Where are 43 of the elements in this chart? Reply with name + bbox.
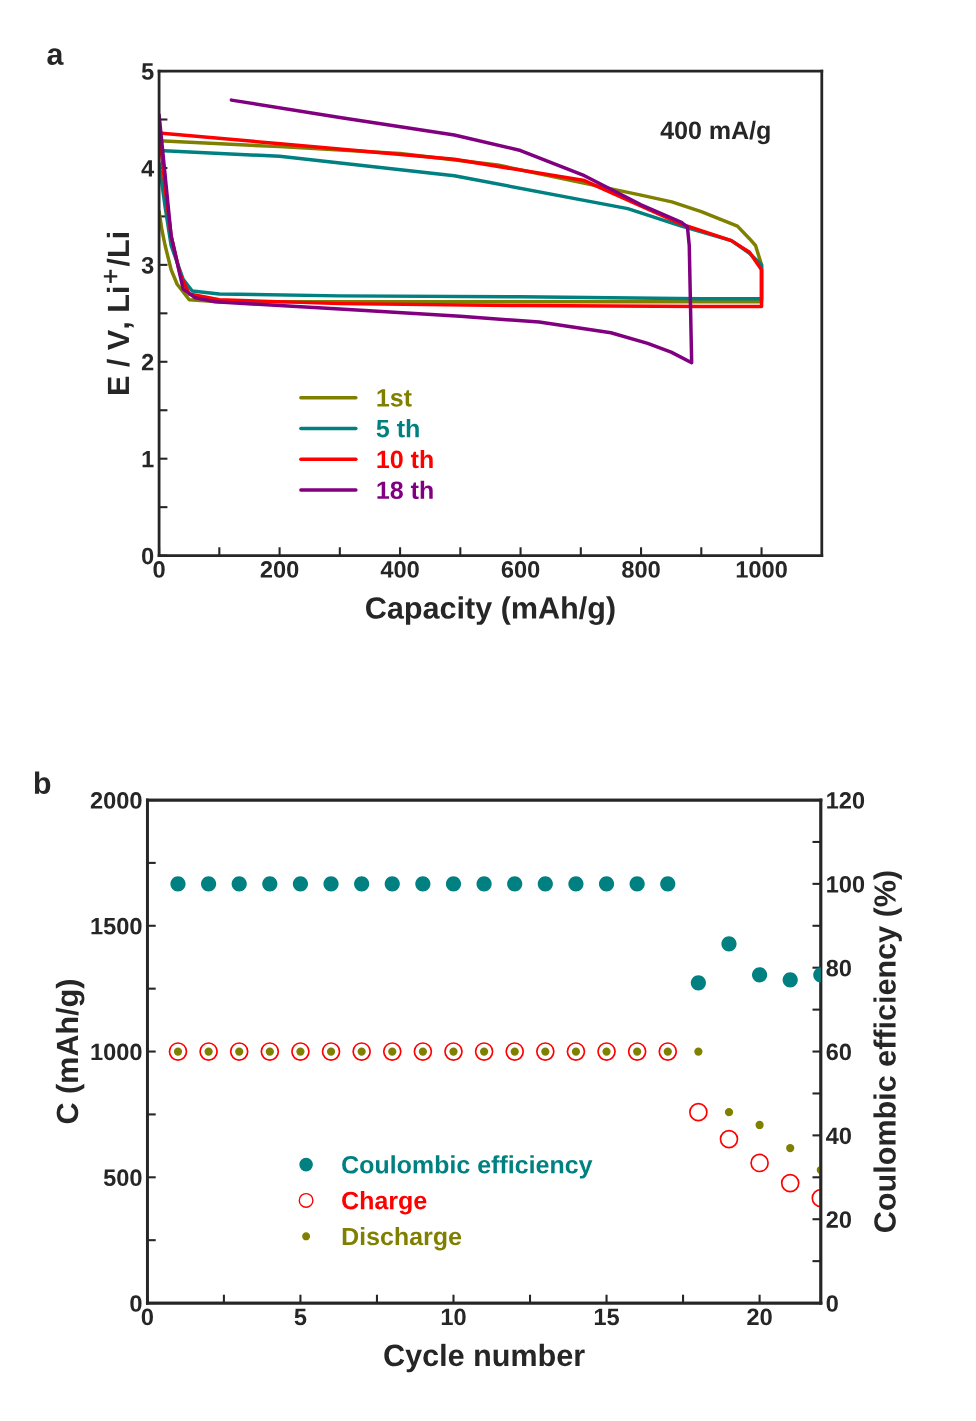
x-tick-label: 800 [622,561,660,578]
x-tick-label: 5 [294,1308,307,1326]
x-tick-label: 600 [501,561,540,578]
x-tick-label: 15 [594,1308,620,1326]
y2-tick-label: 0 [826,1295,838,1312]
y-tick-label: 1 [142,451,154,468]
x-axis-title: Capacity (mAh/g) [366,596,615,625]
chart-title: a [47,48,64,66]
y-tick-label: 5 [141,63,154,80]
legend-label: 1st [377,389,412,407]
legend-label: Discharge [342,1226,462,1251]
y2-tick-label: 100 [827,875,865,893]
y-tick-label: 0 [142,547,154,565]
y-tick-label: 500 [103,1169,142,1187]
y-axis-title: E / V, Li$^{+}$/Li [103,233,134,394]
legend-label: 10 th [377,449,433,469]
y2-tick-label: 40 [826,1127,851,1145]
y-tick-label: 3 [141,256,154,274]
legend-label: Coulombic efficiency [342,1155,593,1179]
y-tick-label: 0 [130,1295,142,1312]
x-axis-title: Cycle number [384,1343,585,1373]
y-tick-label: 1000 [91,1043,142,1061]
y-axis-title: C (mAh/g) [55,980,85,1124]
y-tick-label: 1500 [91,917,142,935]
x-tick-label: 10 [441,1308,466,1326]
annotation: 400 mA/g [660,120,770,145]
y2-tick-label: 20 [826,1211,851,1229]
x-tick-label: 20 [747,1308,772,1326]
legend-label: Charge [342,1191,427,1215]
y2-tick-label: 120 [827,792,865,809]
y-tick-label: 2000 [90,792,142,809]
y-tick-label: 2 [141,353,154,371]
x-tick-label: 0 [153,561,165,578]
y2-axis-title: Coulombic efficiency (%) [873,871,902,1232]
x-tick-label: 200 [260,561,299,578]
y-tick-label: 4 [141,160,155,177]
chart-title: b [34,771,51,794]
y2-tick-label: 60 [826,1043,851,1061]
x-tick-label: 400 [380,561,419,578]
x-tick-label: 1000 [736,561,787,578]
y2-tick-label: 80 [826,959,851,977]
legend-label: 5 th [376,419,419,438]
legend-label: 18 th [377,480,433,500]
